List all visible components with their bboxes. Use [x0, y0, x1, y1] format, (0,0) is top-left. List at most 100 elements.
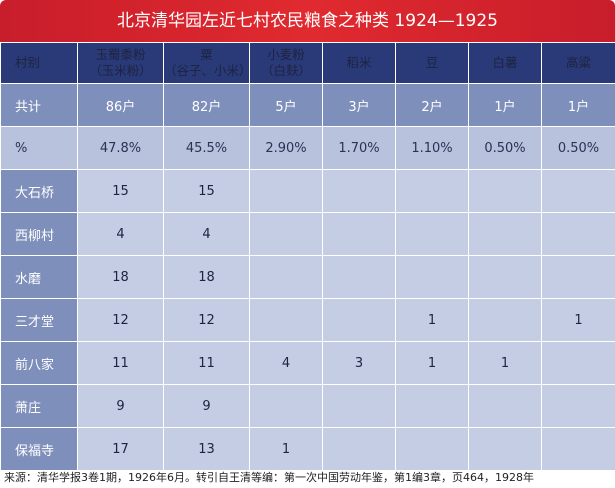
village-cell — [322, 384, 396, 428]
header-crop: 白薯 — [468, 42, 542, 84]
percent-cell: 0.50% — [468, 126, 542, 170]
village-cell — [249, 384, 323, 428]
totals-cell: 1户 — [541, 83, 615, 127]
village-cell: 1 — [395, 341, 469, 385]
village-cell — [468, 427, 542, 471]
village-cell: 13 — [163, 427, 250, 471]
header-crop-note: （玉米粉） — [89, 63, 152, 78]
totals-cell: 82户 — [163, 83, 250, 127]
header-crop: 稻米 — [322, 42, 396, 84]
grain-table: 村别 玉蜀黍粉 （玉米粉） 粟（谷子、小米） 小麦粉 （白麸） 稻米 豆 白薯 高粱… — [0, 42, 615, 471]
totals-cell: 2户 — [395, 83, 469, 127]
village-cell — [249, 212, 323, 256]
village-cell — [541, 384, 615, 428]
village-cell — [395, 384, 469, 428]
header-crop: 高粱 — [541, 42, 615, 84]
header-crop: 玉蜀黍粉 （玉米粉） — [77, 42, 164, 84]
totals-row: 共计 86户 82户 5户 3户 2户 1户 1户 — [0, 83, 615, 127]
village-cell: 18 — [77, 255, 164, 299]
header-crop-note: （白麸） — [260, 63, 311, 78]
village-cell — [541, 341, 615, 385]
village-cell — [249, 255, 323, 299]
village-row: 大石桥 15 15 — [0, 169, 615, 213]
village-cell — [468, 298, 542, 342]
village-cell — [322, 427, 396, 471]
village-cell: 15 — [77, 169, 164, 213]
village-cell — [468, 255, 542, 299]
village-cell — [322, 255, 396, 299]
village-name: 西柳村 — [0, 212, 78, 256]
village-cell — [541, 169, 615, 213]
header-crop-name: 豆 — [425, 55, 439, 70]
village-cell: 15 — [163, 169, 250, 213]
village-cell: 4 — [77, 212, 164, 256]
village-row: 西柳村 4 4 — [0, 212, 615, 256]
village-cell: 17 — [77, 427, 164, 471]
village-cell: 3 — [322, 341, 396, 385]
header-crop-name: 稻米 — [346, 55, 372, 70]
village-cell — [322, 212, 396, 256]
village-cell — [395, 212, 469, 256]
village-row: 前八家 11 11 4 3 1 1 — [0, 341, 615, 385]
percent-cell: 2.90% — [249, 126, 323, 170]
totals-cell: 5户 — [249, 83, 323, 127]
village-cell: 1 — [395, 298, 469, 342]
table-title: 北京清华园左近七村农民粮食之种类 1924—1925 — [0, 0, 615, 42]
header-crop-name: 玉蜀黍粉 — [95, 47, 146, 62]
percent-cell: 45.5% — [163, 126, 250, 170]
header-crop: 粟（谷子、小米） — [163, 42, 252, 84]
village-cell — [468, 212, 542, 256]
village-row: 保福寺 17 13 1 — [0, 427, 615, 471]
village-cell — [468, 384, 542, 428]
village-cell: 11 — [77, 341, 164, 385]
village-cell: 9 — [77, 384, 164, 428]
village-cell: 18 — [163, 255, 250, 299]
village-cell: 1 — [468, 341, 542, 385]
village-cell: 4 — [163, 212, 250, 256]
header-crop-name: 小麦粉 — [267, 47, 305, 62]
village-row: 三才堂 12 12 1 1 — [0, 298, 615, 342]
village-cell — [322, 298, 396, 342]
totals-cell: 86户 — [77, 83, 164, 127]
village-cell — [541, 255, 615, 299]
village-cell: 9 — [163, 384, 250, 428]
source-note: 来源：清华学报3卷1期，1926年6月。转引自王清等编：第一次中国劳动年鉴，第1… — [4, 471, 534, 484]
percent-cell: 0.50% — [541, 126, 615, 170]
header-crop-name: 粟 — [200, 47, 213, 62]
village-name: 保福寺 — [0, 427, 78, 471]
village-cell — [541, 212, 615, 256]
percent-cell: 1.10% — [395, 126, 469, 170]
village-cell: 12 — [163, 298, 250, 342]
village-row: 水磨 18 18 — [0, 255, 615, 299]
header-crop: 小麦粉 （白麸） — [249, 42, 323, 84]
header-row: 村别 玉蜀黍粉 （玉米粉） 粟（谷子、小米） 小麦粉 （白麸） 稻米 豆 白薯 高粱 — [0, 42, 615, 84]
village-name: 萧庄 — [0, 384, 78, 428]
village-name: 大石桥 — [0, 169, 78, 213]
village-cell — [249, 169, 323, 213]
percent-row: % 47.8% 45.5% 2.90% 1.70% 1.10% 0.50% 0.… — [0, 126, 615, 170]
percent-cell: 47.8% — [77, 126, 164, 170]
header-crop-name: 高粱 — [565, 55, 591, 70]
village-name: 三才堂 — [0, 298, 78, 342]
totals-label: 共计 — [0, 83, 78, 127]
totals-cell: 3户 — [322, 83, 396, 127]
village-cell: 4 — [249, 341, 323, 385]
village-name: 水磨 — [0, 255, 78, 299]
village-cell: 1 — [541, 298, 615, 342]
village-row: 萧庄 9 9 — [0, 384, 615, 428]
village-cell: 12 — [77, 298, 164, 342]
village-cell — [541, 427, 615, 471]
percent-label: % — [0, 126, 78, 170]
village-name: 前八家 — [0, 341, 78, 385]
village-cell — [395, 427, 469, 471]
header-village: 村别 — [0, 42, 78, 84]
village-cell — [395, 169, 469, 213]
header-crop-note: （谷子、小米） — [164, 63, 252, 78]
village-cell — [322, 169, 396, 213]
totals-cell: 1户 — [468, 83, 542, 127]
village-cell: 11 — [163, 341, 250, 385]
header-crop-name: 白薯 — [492, 55, 518, 70]
percent-cell: 1.70% — [322, 126, 396, 170]
village-cell: 1 — [249, 427, 323, 471]
village-cell — [249, 298, 323, 342]
